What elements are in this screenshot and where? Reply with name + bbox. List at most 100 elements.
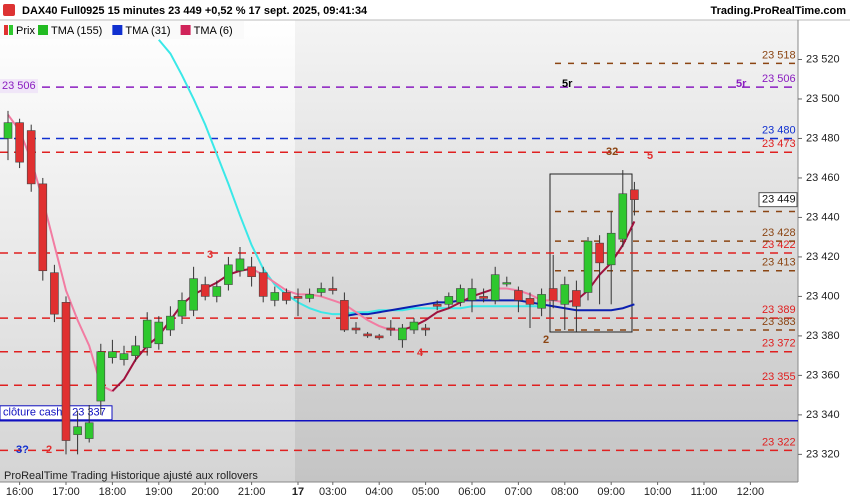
y-tick-label: 23 380	[806, 330, 840, 342]
x-tick-label: 08:00	[551, 486, 579, 498]
level-left-label: 23 506	[2, 80, 36, 92]
x-tick-label: 21:00	[238, 486, 266, 498]
level-label: 23 355	[762, 371, 796, 383]
annotation: 32	[606, 146, 618, 158]
level-label: 23 506	[762, 73, 796, 85]
box-level-label: 23 383	[762, 316, 796, 328]
candle-body	[15, 122, 24, 163]
legend-label: TMA (155)	[51, 25, 102, 37]
annotation: 2	[46, 444, 52, 456]
candle-body	[61, 302, 71, 441]
candle-body	[409, 321, 419, 331]
y-tick-label: 23 400	[806, 290, 840, 302]
candle-body	[560, 284, 570, 305]
candle-body	[38, 183, 48, 272]
y-tick-label: 23 440	[806, 211, 840, 223]
candle-body	[84, 422, 94, 439]
candle-body	[537, 294, 546, 309]
candle-body	[131, 345, 140, 356]
candle-body	[282, 292, 291, 301]
annotation: 4	[417, 347, 424, 359]
candle-body	[235, 258, 245, 272]
candle-body	[96, 351, 106, 402]
candle-body	[142, 319, 152, 349]
cash-close-label: clôture cash - 23 337	[3, 407, 106, 419]
level-label: 23 473	[762, 138, 796, 150]
box-level-label: 23 428	[762, 227, 796, 239]
y-tick-label: 23 500	[806, 93, 840, 105]
candle-body	[374, 335, 384, 339]
x-tick-label: 09:00	[597, 486, 625, 498]
candle-body	[351, 327, 361, 331]
candle-body	[108, 351, 117, 358]
candle-body	[119, 353, 129, 360]
box-level-label: 23 518	[762, 49, 796, 61]
candle-body	[50, 272, 59, 315]
legend-label: TMA (31)	[125, 25, 170, 37]
candle-body	[270, 292, 280, 301]
x-tick-label: 05:00	[412, 486, 440, 498]
candle-body	[572, 290, 581, 307]
legend-swatch	[180, 25, 191, 35]
x-tick-label: 11:00	[691, 486, 718, 498]
legend-swatch	[4, 25, 8, 35]
candle-body	[525, 298, 535, 305]
y-tick-label: 23 420	[806, 251, 840, 263]
candle-body	[595, 242, 604, 264]
candle-body	[548, 288, 558, 301]
annotation: 3?	[16, 444, 29, 456]
candle-body	[200, 284, 210, 297]
candle-body	[456, 288, 465, 303]
legend-label: TMA (6)	[194, 25, 233, 37]
x-tick-label: 06:00	[458, 486, 486, 498]
candle-body	[502, 282, 512, 285]
candle-body	[398, 327, 407, 341]
tma-line	[344, 299, 635, 318]
tma-line	[251, 267, 403, 331]
legend-label: Prix	[16, 25, 35, 37]
candle-body	[618, 193, 628, 240]
source: Trading.ProRealTime.com	[710, 5, 846, 17]
annotation: 5	[647, 150, 653, 162]
footer: ProRealTime Trading Historique ajusté au…	[4, 470, 258, 482]
level-left-label-bg	[0, 79, 38, 94]
annotation: 5r	[562, 78, 573, 90]
candle-body	[73, 426, 82, 435]
legend-swatch	[9, 25, 13, 35]
x-tick-label: 04:00	[365, 486, 393, 498]
level-label: 23 480	[762, 124, 796, 136]
candle-body	[467, 288, 477, 301]
y-tick-label: 23 320	[806, 448, 840, 460]
x-tick-label: 12:00	[737, 486, 765, 498]
annotation: 5r	[736, 78, 747, 90]
x-tick-label: 17:00	[52, 486, 80, 498]
header-bar	[0, 0, 850, 20]
candle-body	[432, 304, 442, 307]
x-tick-label: 10:00	[644, 486, 672, 498]
candle-body	[583, 240, 593, 293]
level-label: 23 372	[762, 338, 796, 350]
candle-body	[3, 122, 13, 139]
annotation: 3	[207, 249, 213, 261]
candle-body	[26, 130, 36, 185]
annotation: 2	[543, 334, 549, 346]
candle-body	[177, 300, 187, 317]
y-tick-label: 23 340	[806, 409, 840, 421]
x-tick-label: 18:00	[99, 486, 127, 498]
candle-body	[166, 315, 175, 331]
last-price-box	[758, 192, 798, 208]
candle-body	[212, 286, 222, 297]
legend-swatch	[112, 25, 123, 35]
y-tick-label: 23 520	[806, 53, 840, 65]
instrument-icon	[3, 4, 15, 16]
x-tick-label: 19:00	[145, 486, 173, 498]
legend: Prix TMA (155) TMA (31) TMA (6)	[0, 21, 244, 39]
tma-line	[7, 114, 113, 393]
box-level-label: 23 413	[762, 257, 796, 269]
cash-close-label-bg	[0, 405, 113, 421]
candle-body	[386, 327, 396, 331]
candle-body	[340, 300, 349, 331]
y-tick-label: 23 460	[806, 172, 840, 184]
